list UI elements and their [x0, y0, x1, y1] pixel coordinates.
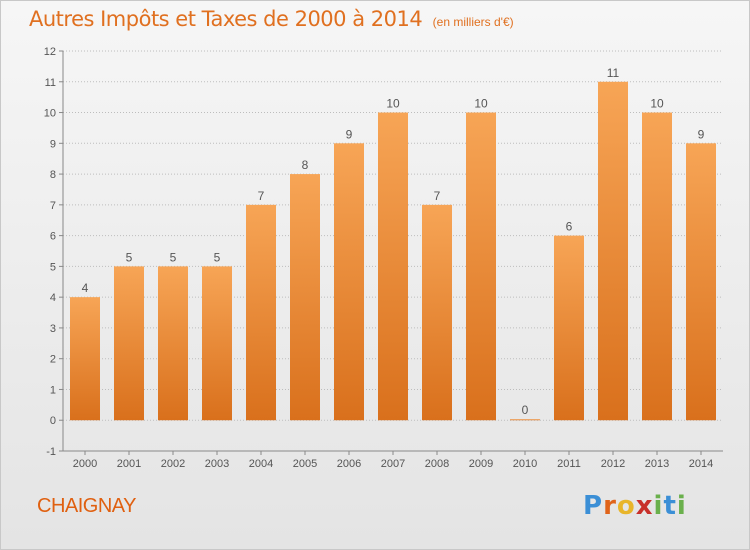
y-tick-label: 7: [50, 200, 56, 212]
chart-title-block: Autres Impôts et Taxes de 2000 à 2014 (e…: [29, 7, 514, 31]
data-label: 9: [698, 127, 705, 141]
y-tick-label: 9: [50, 138, 56, 150]
y-tick-label: 3: [50, 323, 56, 335]
bar: [202, 266, 232, 421]
data-label: 5: [126, 250, 133, 264]
x-tick-label: 2004: [249, 458, 273, 470]
data-label: 10: [650, 97, 664, 111]
bar: [334, 143, 364, 421]
bar: [422, 204, 452, 421]
bar: [246, 204, 276, 421]
logo-letter: o: [616, 491, 636, 521]
data-label: 8: [302, 158, 309, 172]
x-tick-label: 2006: [337, 458, 361, 470]
logo-letter: x: [635, 491, 654, 521]
data-label: 4: [82, 281, 89, 295]
y-tick-label: -1: [46, 446, 56, 458]
data-label: 7: [258, 189, 265, 203]
y-tick-label: 2: [50, 354, 56, 366]
chart-unit-note: (en milliers d'€): [432, 15, 514, 29]
x-tick-label: 2010: [513, 458, 537, 470]
x-tick-label: 2007: [381, 458, 405, 470]
bar: [598, 81, 628, 421]
data-label: 11: [607, 66, 620, 80]
logo-letter: i: [676, 491, 687, 521]
y-tick-label: 10: [44, 108, 56, 120]
logo-letter: i: [653, 491, 664, 521]
x-tick-label: 2002: [161, 458, 185, 470]
bar: [290, 174, 320, 421]
data-label: 6: [566, 220, 573, 234]
data-label: 7: [434, 189, 441, 203]
bar: [554, 235, 584, 421]
chart-title: Autres Impôts et Taxes de 2000 à 2014: [29, 7, 423, 31]
data-label: 10: [386, 97, 400, 111]
x-tick-label: 2003: [205, 458, 229, 470]
bar: [158, 266, 188, 421]
y-tick-label: 8: [50, 169, 56, 181]
x-tick-label: 2001: [117, 458, 141, 470]
y-tick-label: 11: [45, 77, 56, 89]
proxiti-logo: Proxiti: [583, 491, 687, 521]
bar: [378, 112, 408, 421]
bar: [642, 112, 672, 421]
x-tick-label: 2012: [601, 458, 625, 470]
y-tick-label: 6: [50, 231, 56, 243]
x-tick-label: 2013: [645, 458, 669, 470]
bar: [686, 143, 716, 421]
x-tick-label: 2014: [689, 458, 713, 470]
logo-letter: t: [663, 491, 677, 521]
data-label: 5: [170, 250, 177, 264]
data-label: 10: [474, 97, 488, 111]
x-tick-label: 2000: [73, 458, 97, 470]
data-label: 9: [346, 127, 353, 141]
x-tick-label: 2008: [425, 458, 449, 470]
y-tick-label: 1: [50, 384, 56, 396]
data-label: 5: [214, 250, 221, 264]
x-tick-label: 2005: [293, 458, 317, 470]
town-name: CHAIGNAY: [37, 495, 136, 517]
bar: [510, 419, 540, 421]
y-tick-label: 4: [50, 292, 56, 304]
x-tick-label: 2009: [469, 458, 493, 470]
x-tick-label: 2011: [557, 458, 581, 470]
data-label: 0: [522, 403, 529, 417]
y-tick-label: 5: [50, 261, 56, 273]
bar: [70, 297, 100, 421]
bar: [114, 266, 144, 421]
logo-letter: r: [603, 491, 617, 521]
bar: [466, 112, 496, 421]
logo-letter: P: [583, 491, 604, 521]
y-tick-label: 0: [50, 415, 56, 427]
y-tick-label: 12: [44, 46, 56, 58]
